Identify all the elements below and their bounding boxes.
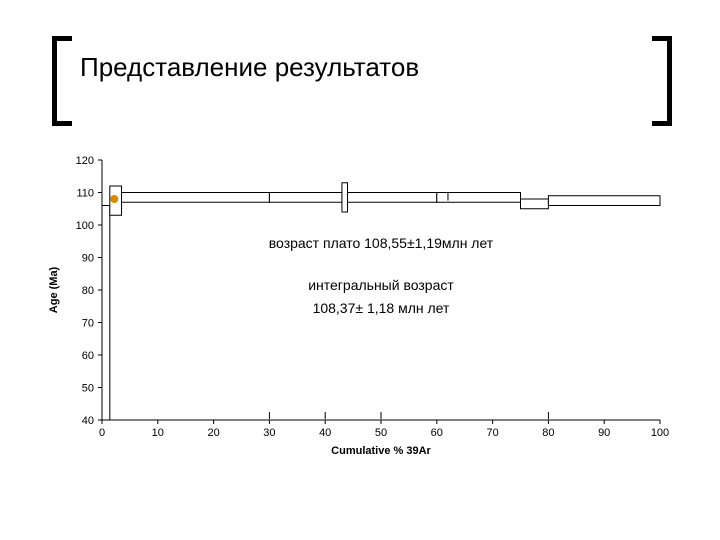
x-tick-label: 10: [152, 427, 164, 439]
bracket-right-icon: [652, 36, 672, 126]
y-tick-label: 120: [76, 155, 94, 167]
x-tick-label: 30: [263, 427, 275, 439]
start-marker-icon: [110, 195, 118, 203]
plateau-step: [122, 193, 270, 203]
chart-svg: 40 50 60 70 80 90 100 110 120 0 10 20 30 40 50 60 70 80 90…: [40, 150, 680, 470]
x-tick-label: 50: [375, 427, 387, 439]
y-tick-label: 100: [76, 220, 94, 232]
x-tick-label: 70: [486, 427, 498, 439]
plateau-step: [269, 193, 342, 203]
x-axis-label: Cumulative % 39Ar: [331, 445, 431, 457]
y-tick-label: 80: [82, 285, 94, 297]
slide: Представление результатов 40 50 60 70 80 90 10…: [0, 0, 720, 540]
y-tick-label: 50: [82, 383, 94, 395]
x-tick-label: 0: [99, 427, 105, 439]
plateau-step: [437, 193, 521, 203]
chart-annotation: возраст плато 108,55±1,19млн лет: [269, 235, 494, 251]
x-tick-label: 100: [651, 427, 669, 439]
slide-title: Представление результатов: [80, 52, 419, 83]
y-tick-label: 60: [82, 350, 94, 362]
plateau-step: [348, 193, 437, 203]
y-tick-label: 90: [82, 253, 94, 265]
x-tick-label: 20: [207, 427, 219, 439]
y-tick-label: 40: [82, 415, 94, 427]
y-tick-label: 70: [82, 318, 94, 330]
x-tick-label: 40: [319, 427, 331, 439]
plateau-step: [102, 206, 110, 421]
plateau-step: [521, 199, 549, 209]
x-tick-label: 80: [542, 427, 554, 439]
bracket-left-icon: [52, 36, 72, 126]
x-tick-label: 90: [598, 427, 610, 439]
plateau-step: [342, 183, 348, 212]
chart-annotation: 108,37± 1,18 млн лет: [313, 300, 450, 316]
age-plateau-chart: 40 50 60 70 80 90 100 110 120 0 10 20 30 40 50 60 70 80 90…: [40, 150, 680, 470]
y-axis-label: Age (Ma): [48, 266, 60, 313]
title-block: Представление результатов: [52, 36, 672, 126]
chart-annotation: интегральный возраст: [308, 277, 454, 293]
x-tick-label: 60: [431, 427, 443, 439]
y-tick-label: 110: [76, 188, 94, 200]
plateau-step: [548, 196, 660, 206]
